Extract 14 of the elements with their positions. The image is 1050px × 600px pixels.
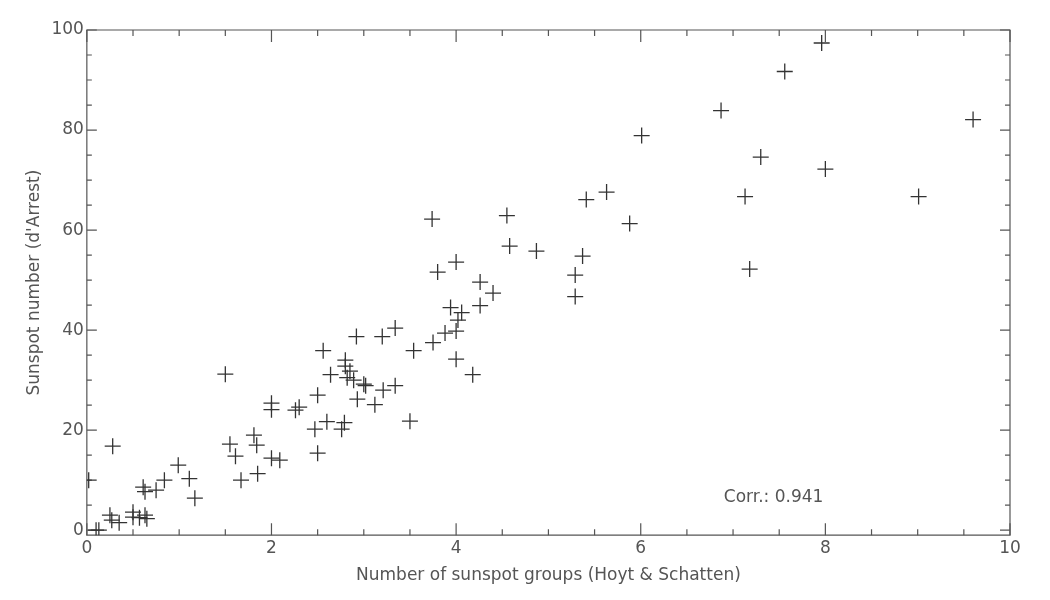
y-tick-label: 80 [62, 118, 84, 139]
x-tick-label: 10 [999, 536, 1021, 557]
x-tick-label: 6 [635, 536, 647, 557]
y-tick-label: 20 [62, 418, 84, 439]
y-tick-label: 40 [62, 318, 84, 339]
x-tick-label: 2 [266, 536, 277, 557]
x-axis-title: Number of sunspot groups (Hoyt & Schatten) [356, 564, 741, 585]
x-tick-label: 4 [450, 536, 462, 557]
y-tick-label: 60 [62, 218, 84, 239]
y-tick-label: 100 [51, 18, 84, 39]
annotation: Corr.: 0.941 [723, 485, 824, 506]
x-tick-label: 8 [819, 536, 831, 557]
y-axis-title: Sunspot number (d'Arrest) [22, 169, 43, 396]
y-tick-label: 0 [73, 518, 84, 539]
